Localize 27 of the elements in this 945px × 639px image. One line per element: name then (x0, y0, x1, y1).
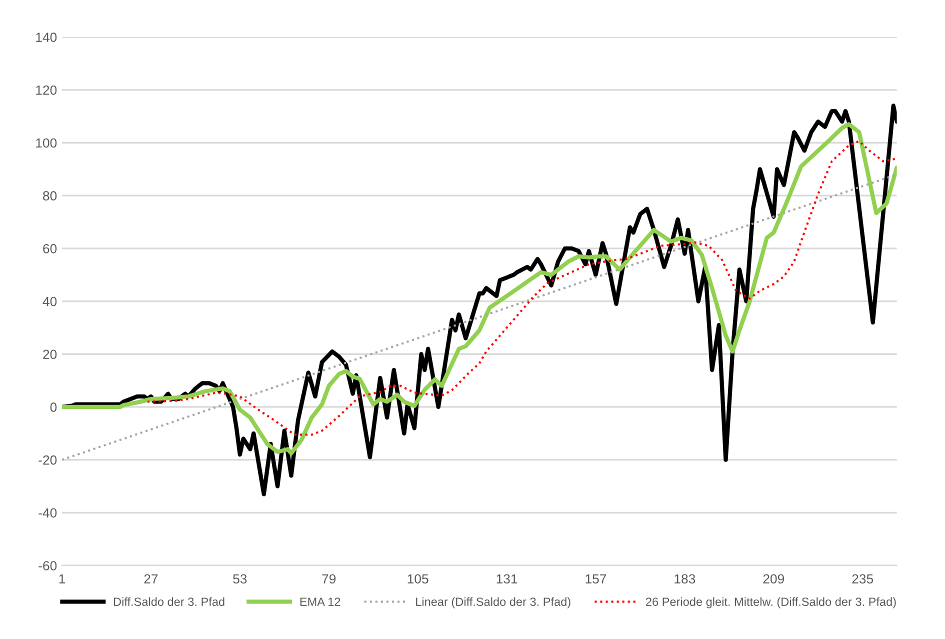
line-series (62, 122, 897, 456)
x-tick-label: 209 (763, 574, 784, 584)
y-tick-label: 40 (42, 296, 57, 306)
y-tick-label: 60 (43, 244, 57, 254)
legend-label: Diff.Saldo der 3. Pfad (114, 597, 224, 606)
y-tick-label: 20 (43, 350, 57, 360)
x-tick-label: 27 (144, 574, 158, 584)
x-tick-label: 79 (322, 574, 336, 584)
x-tick-label: 157 (586, 574, 606, 584)
y-tick-label: 80 (43, 191, 57, 201)
line-series (146, 140, 897, 436)
y-tick-label: 0 (50, 402, 57, 412)
x-tick-label: 183 (674, 574, 696, 584)
x-tick-label: 53 (233, 574, 247, 584)
legend-label: 26 Periode gleit. Mittelw. (Diff.Saldo der 3. Pfad) (646, 597, 896, 608)
x-tick-label: 1 (59, 574, 66, 584)
x-tick-label: 105 (408, 574, 428, 584)
y-tick-label: 100 (36, 138, 57, 148)
legend-label: EMA 12 (300, 598, 340, 606)
x-tick-label: 235 (852, 574, 874, 584)
y-tick-label: -60 (38, 561, 57, 570)
y-tick-label: -40 (38, 508, 57, 518)
y-tick-label: 140 (36, 32, 57, 42)
legend-label: Linear (Diff.Saldo der 3. Pfad) (416, 597, 570, 608)
x-tick-label: 131 (496, 574, 518, 584)
y-tick-label: -20 (38, 455, 57, 465)
y-tick-label: 120 (36, 85, 57, 95)
